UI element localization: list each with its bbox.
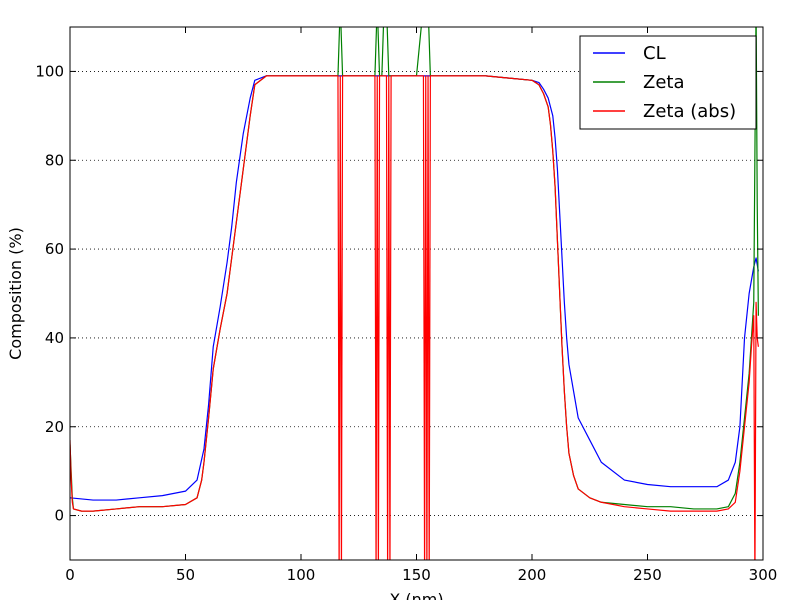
x-tick-label: 0 <box>65 566 75 584</box>
x-tick-label: 150 <box>402 566 431 584</box>
x-tick-label: 100 <box>287 566 316 584</box>
series-group <box>70 27 759 560</box>
x-tick-label: 300 <box>749 566 778 584</box>
y-tick-label: 100 <box>35 62 64 80</box>
y-tick-label: 0 <box>54 507 64 525</box>
x-axis-label: X (nm) <box>389 590 443 600</box>
series-line-cl <box>70 75 759 501</box>
x-tick-label: 50 <box>176 566 195 584</box>
legend: CL Zeta Zeta (abs) <box>579 35 757 130</box>
legend-label-zeta: Zeta <box>643 72 685 93</box>
x-tick-label: 250 <box>633 566 662 584</box>
y-axis-label: Composition (%) <box>6 227 25 360</box>
x-tick-label: 200 <box>518 566 547 584</box>
y-tick-label: 60 <box>45 240 64 258</box>
grid-lines <box>70 71 763 516</box>
legend-label-zeta-abs: Zeta (abs) <box>643 101 736 122</box>
y-tick-label: 20 <box>45 418 64 436</box>
series-line-zeta-abs <box>70 75 759 560</box>
y-tick-label: 40 <box>45 329 64 347</box>
ticks: 0 20 40 60 80 100 0 50 100 150 200 250 300 <box>35 27 777 584</box>
y-tick-label: 80 <box>45 151 64 169</box>
legend-label-cl: CL <box>643 43 666 64</box>
